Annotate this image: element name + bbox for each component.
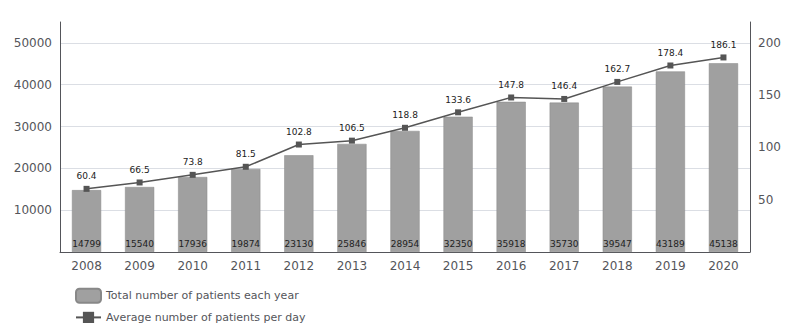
svg-text:2012: 2012 xyxy=(284,259,315,273)
svg-text:106.5: 106.5 xyxy=(339,123,365,133)
svg-text:2016: 2016 xyxy=(496,259,527,273)
svg-text:35918: 35918 xyxy=(497,239,526,249)
svg-text:186.1: 186.1 xyxy=(711,40,737,50)
svg-text:2008: 2008 xyxy=(71,259,102,273)
svg-text:146.4: 146.4 xyxy=(551,81,577,91)
svg-text:25846: 25846 xyxy=(338,239,367,249)
svg-text:147.8: 147.8 xyxy=(498,80,524,90)
svg-text:2015: 2015 xyxy=(443,259,474,273)
svg-text:66.5: 66.5 xyxy=(130,165,150,175)
svg-text:43189: 43189 xyxy=(656,239,685,249)
svg-text:28954: 28954 xyxy=(391,239,420,249)
svg-text:118.8: 118.8 xyxy=(392,110,418,120)
svg-text:17936: 17936 xyxy=(178,239,207,249)
svg-text:178.4: 178.4 xyxy=(658,48,684,58)
svg-text:150: 150 xyxy=(758,88,781,102)
svg-text:2019: 2019 xyxy=(655,259,686,273)
svg-text:200: 200 xyxy=(758,36,781,50)
svg-text:81.5: 81.5 xyxy=(236,149,256,159)
svg-text:Average number of patients per: Average number of patients per day xyxy=(106,311,306,324)
svg-text:19874: 19874 xyxy=(231,239,260,249)
svg-text:2018: 2018 xyxy=(602,259,633,273)
svg-text:2009: 2009 xyxy=(124,259,155,273)
svg-text:162.7: 162.7 xyxy=(604,64,630,74)
svg-text:50000: 50000 xyxy=(14,36,52,50)
svg-text:20000: 20000 xyxy=(14,161,52,175)
svg-text:10000: 10000 xyxy=(14,203,52,217)
svg-text:2017: 2017 xyxy=(549,259,580,273)
svg-text:73.8: 73.8 xyxy=(183,157,203,167)
svg-text:30000: 30000 xyxy=(14,120,52,134)
svg-text:2013: 2013 xyxy=(337,259,368,273)
svg-text:2020: 2020 xyxy=(708,259,739,273)
svg-text:100: 100 xyxy=(758,140,781,154)
svg-text:2010: 2010 xyxy=(177,259,208,273)
svg-text:133.6: 133.6 xyxy=(445,95,471,105)
svg-text:39547: 39547 xyxy=(603,239,632,249)
svg-text:15540: 15540 xyxy=(125,239,154,249)
svg-text:32350: 32350 xyxy=(444,239,473,249)
svg-text:Total number of patients each: Total number of patients each year xyxy=(105,289,299,302)
svg-text:35730: 35730 xyxy=(550,239,579,249)
svg-text:102.8: 102.8 xyxy=(286,127,312,137)
svg-text:2011: 2011 xyxy=(230,259,261,273)
svg-text:60.4: 60.4 xyxy=(77,171,97,181)
svg-text:40000: 40000 xyxy=(14,78,52,92)
svg-text:14799: 14799 xyxy=(72,239,101,249)
svg-text:45138: 45138 xyxy=(709,239,738,249)
svg-text:50: 50 xyxy=(758,193,773,207)
svg-text:23130: 23130 xyxy=(285,239,314,249)
svg-text:2014: 2014 xyxy=(390,259,421,273)
